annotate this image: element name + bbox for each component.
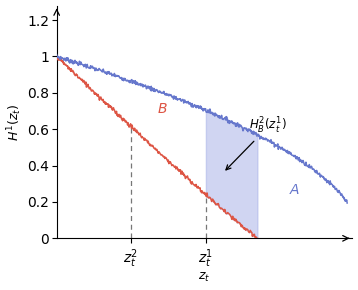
- Text: $B$: $B$: [157, 102, 168, 116]
- X-axis label: $z_t$: $z_t$: [198, 271, 211, 284]
- Text: $A$: $A$: [289, 183, 300, 197]
- Text: $H_B^2(z_t^1)$: $H_B^2(z_t^1)$: [226, 116, 287, 170]
- Y-axis label: $H^1(z_t)$: $H^1(z_t)$: [6, 103, 24, 141]
